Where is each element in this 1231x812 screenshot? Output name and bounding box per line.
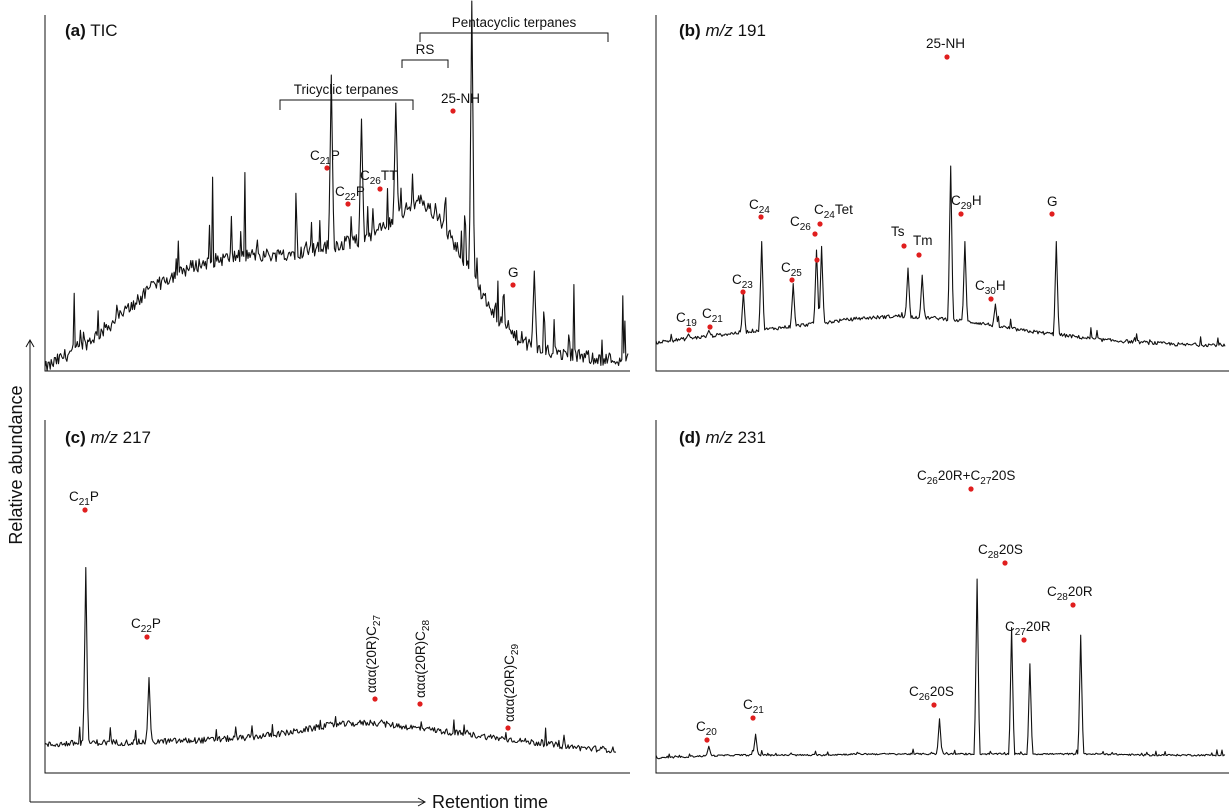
peak-marker-c28-20s <box>1002 560 1008 566</box>
y-axis-label: Relative abundance <box>6 385 26 544</box>
panel-c: (c) m/z 217 C21P C22P ααα(20R)C27 ααα(20… <box>44 420 630 774</box>
panel-a-axes <box>44 15 630 372</box>
peak-label-25nh-b: 25-NH <box>926 36 965 51</box>
bracket-pentacyclic <box>419 32 609 42</box>
peak-marker-aaa-c28 <box>417 701 423 707</box>
peak-marker-g-b <box>1049 211 1055 217</box>
x-axis-label: Retention time <box>432 792 548 812</box>
peak-label-c23: C23 <box>732 272 753 291</box>
peak-label-aaa-c29: ααα(20R)C29 <box>502 644 521 722</box>
peak-label-aaa-c28: ααα(20R)C28 <box>413 620 432 698</box>
peak-marker-c29h <box>958 211 964 217</box>
bracket-rs <box>401 59 449 68</box>
bracket-tricyclic <box>279 99 414 110</box>
global-axes: Relative abundance Retention time <box>6 338 548 812</box>
peak-label-25nh: 25-NH <box>441 91 480 106</box>
peak-label-c27-20r: C2720R <box>1005 619 1051 638</box>
peak-label-c28-20r: C2820R <box>1047 584 1093 603</box>
peak-label-c21: C21 <box>702 306 723 325</box>
peak-marker-c26-20r-c27-20s <box>968 486 974 492</box>
peak-marker-aaa-c29 <box>505 725 511 731</box>
peak-label-c26-20s: C2620S <box>909 684 954 703</box>
peak-marker-c23 <box>740 289 746 295</box>
peak-label-c22p: C22P <box>335 184 365 203</box>
peak-marker-g <box>510 282 516 288</box>
peak-label-c29h: C29H <box>951 193 982 212</box>
panel-d-trace <box>655 578 1226 760</box>
panel-b: (b) m/z 191 C19 C21 C23 C24 C25 C26 C24T… <box>655 15 1229 372</box>
peak-label-c22p-c: C22P <box>131 616 161 635</box>
peak-marker-c21 <box>707 324 713 330</box>
panel-a-label: (a) TIC <box>65 21 118 40</box>
panel-d-peak-labels: C20 C21 C2620S C2620R+C2720S C2820S C272… <box>696 468 1093 743</box>
peak-marker-ts <box>901 243 907 249</box>
panel-d: (d) m/z 231 C20 C21 C2620S C2620R+C2720S… <box>655 420 1229 774</box>
panel-b-trace <box>655 165 1226 348</box>
peak-label-c19: C19 <box>676 310 697 329</box>
peak-marker-c26tt <box>377 186 383 192</box>
peak-marker-c27-20r <box>1021 637 1027 643</box>
peak-label-c26-20r-c27-20s: C2620R+C2720S <box>917 468 1015 487</box>
peak-label-c25: C25 <box>781 260 802 279</box>
peak-marker-c22p <box>345 201 351 207</box>
peak-marker-c21p-c <box>82 507 88 513</box>
peak-marker-aaa-c27 <box>372 696 378 702</box>
panel-a-letter: (a) <box>65 21 86 40</box>
peak-label-c21-d: C21 <box>743 697 764 716</box>
peak-marker-25nh-b <box>944 54 950 60</box>
label-pentacyclic-terpanes: Pentacyclic terpanes <box>452 15 577 30</box>
panel-a-trace <box>44 0 629 372</box>
peak-marker-c26-minor <box>814 257 820 263</box>
peak-marker-c22p-c <box>144 634 150 640</box>
peak-marker-c30h <box>988 296 994 302</box>
peak-label-c26: C26 <box>790 214 811 233</box>
panel-b-peak-labels: C19 C21 C23 C24 C25 C26 C24Tet Ts Tm 25-… <box>676 36 1058 333</box>
peak-label-c28-20s: C2820S <box>978 542 1023 561</box>
peak-marker-c25 <box>789 277 795 283</box>
peak-label-g-b: G <box>1047 194 1058 209</box>
peak-label-aaa-c27: ααα(20R)C27 <box>364 615 383 693</box>
panel-c-peak-labels: C21P C22P ααα(20R)C27 ααα(20R)C28 ααα(20… <box>69 489 521 731</box>
peak-label-g: G <box>508 265 519 280</box>
panel-c-trace <box>44 566 617 754</box>
peak-label-c26tt: C26TT <box>360 168 397 187</box>
peak-marker-c26-20s <box>931 702 937 708</box>
peak-marker-c24tet <box>817 221 823 227</box>
panel-a-peak-labels: C21P C22P C26TT 25-NH G <box>310 91 519 288</box>
peak-label-c24: C24 <box>749 197 770 216</box>
peak-marker-c21p <box>324 165 330 171</box>
peak-label-c21p: C21P <box>310 148 340 167</box>
peak-marker-25nh <box>450 108 456 114</box>
panel-c-label: (c) m/z 217 <box>65 428 151 447</box>
peak-marker-c20 <box>704 737 710 743</box>
peak-marker-c24 <box>758 214 764 220</box>
peak-marker-tm <box>916 252 922 258</box>
panel-b-label: (b) m/z 191 <box>679 21 766 40</box>
y-axis-arrowhead <box>25 338 35 348</box>
peak-marker-c19 <box>686 327 692 333</box>
label-rs: RS <box>416 42 435 57</box>
peak-label-c24tet: C24Tet <box>814 202 853 221</box>
panel-a: (a) TIC Tricyclic terpanes RS Pentacycli… <box>44 0 630 372</box>
peak-label-c20: C20 <box>696 719 717 738</box>
panel-d-label: (d) m/z 231 <box>679 428 766 447</box>
peak-marker-c26 <box>812 231 818 237</box>
panel-c-axes <box>44 420 630 774</box>
panel-a-title: TIC <box>86 21 118 40</box>
peak-label-c21p-c: C21P <box>69 489 99 508</box>
peak-label-c30h: C30H <box>975 278 1006 297</box>
label-tricyclic-terpanes: Tricyclic terpanes <box>294 82 399 97</box>
peak-label-tm: Tm <box>913 233 933 248</box>
x-axis-arrowhead <box>417 797 427 807</box>
peak-marker-c28-20r <box>1070 602 1076 608</box>
panel-b-axes <box>655 15 1229 372</box>
peak-label-ts: Ts <box>891 224 905 239</box>
peak-marker-c21-d <box>750 715 756 721</box>
panel-d-axes <box>655 420 1229 774</box>
panel-a-brackets: Tricyclic terpanes RS Pentacyclic terpan… <box>279 15 609 110</box>
